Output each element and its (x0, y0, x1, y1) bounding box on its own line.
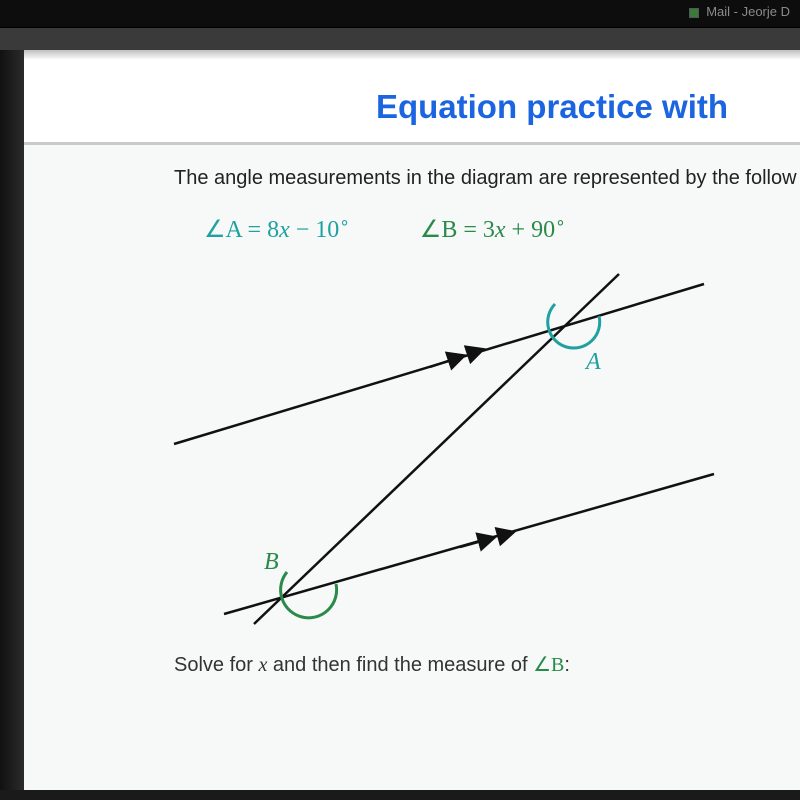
problem-area: The angle measurements in the diagram ar… (24, 145, 800, 677)
tab-text: Mail - Jeorje D (706, 4, 790, 19)
browser-tab-bar: Mail - Jeorje D (0, 0, 800, 28)
geometry-diagram: A B (144, 264, 734, 634)
angle-arc-a (548, 304, 600, 348)
browser-tab[interactable]: Mail - Jeorje D (689, 4, 790, 19)
arrow-marker-1 (430, 361, 448, 367)
angle-label-a: A (586, 349, 601, 376)
problem-prompt: The angle measurements in the diagram ar… (174, 167, 800, 190)
page-content: Equation practice with The angle measure… (24, 50, 800, 790)
transversal-line (254, 274, 619, 624)
equation-angle-b: ∠B = 3x + 90∘ (420, 212, 566, 244)
equation-angle-a: ∠A = 8x − 10∘ (204, 212, 350, 244)
diagram-svg (144, 264, 734, 634)
equations-row: ∠A = 8x − 10∘ ∠B = 3x + 90∘ (204, 212, 800, 244)
page-title: Equation practice with (376, 88, 728, 126)
bezel-left (0, 50, 24, 790)
solve-instruction: Solve for x and then find the measure of… (174, 652, 800, 677)
bezel (0, 28, 800, 50)
page-header: Equation practice with (24, 50, 800, 145)
angle-label-b: B (264, 549, 279, 576)
mail-icon (689, 8, 699, 18)
